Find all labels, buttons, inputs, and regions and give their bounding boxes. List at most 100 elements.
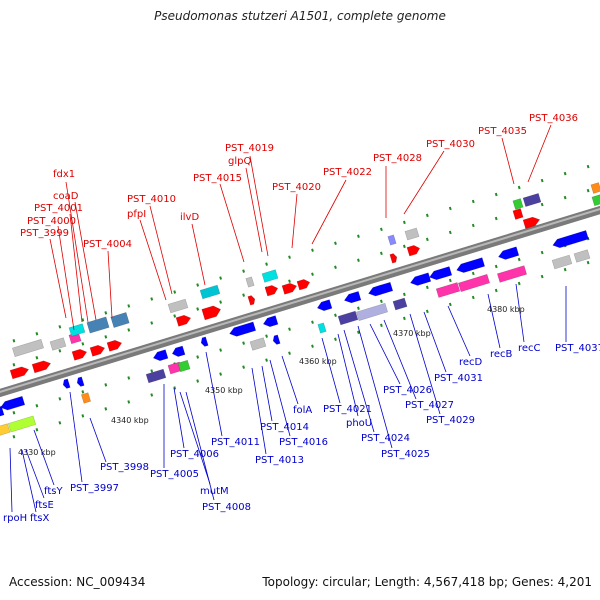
gene-box (81, 392, 91, 404)
gene-arrow (262, 315, 279, 327)
label-PST-4004: PST_4004 (83, 239, 132, 250)
gene-arrow (522, 216, 541, 229)
gene-box (177, 359, 191, 373)
reverse-leader-line (343, 329, 375, 433)
label-PST-4013: PST_4013 (255, 455, 304, 466)
label-rpoH: rpoH (3, 513, 27, 524)
gene-arrow (89, 345, 106, 357)
reverse-leader-line (447, 305, 471, 357)
gene-arrow (456, 257, 486, 273)
gene-arrow (62, 378, 71, 389)
label-recC: recC (518, 343, 541, 354)
gene-arrow (175, 315, 192, 327)
tick-4360: 4360 kbp (299, 357, 337, 366)
reverse-leader-line (173, 387, 185, 449)
gene-box (249, 337, 267, 351)
label-recB: recB (490, 349, 513, 360)
gene-arrow (200, 336, 209, 347)
gene-box (435, 282, 461, 298)
label-ftsY: ftsY (44, 486, 63, 497)
gene-box (0, 423, 11, 437)
reverse-leader-line (251, 367, 267, 455)
label-recD: recD (459, 357, 483, 368)
forward-leader-line (245, 167, 263, 253)
label-PST-4001: PST_4001 (34, 203, 83, 214)
forward-leader-line (191, 223, 206, 286)
label-PST-3998: PST_3998 (100, 462, 149, 473)
forward-leader-line (219, 183, 245, 263)
reverse-leader-line (321, 337, 341, 404)
gene-box (590, 182, 600, 194)
gene-box (7, 415, 37, 433)
reverse-leader-line (281, 355, 299, 405)
tick-4330: 4330 kbp (18, 448, 56, 457)
tick-4350: 4350 kbp (205, 386, 243, 395)
gene-box (392, 297, 408, 311)
tick-4340: 4340 kbp (111, 416, 149, 425)
genome-backbone-highlight (0, 208, 600, 393)
gene-box (337, 310, 359, 326)
label-PST-4037: PST_4037 (555, 343, 600, 354)
forward-leader-line (69, 213, 83, 323)
gene-arrow (389, 253, 398, 264)
label-glpQ: glpQ (228, 156, 251, 167)
forward-leader-line (139, 219, 167, 301)
reverse-leader-line (261, 365, 273, 422)
gene-arrow (281, 283, 298, 295)
label-PST-4021: PST_4021 (323, 404, 372, 415)
reverse-leader-line (383, 319, 417, 400)
reverse-leader-line (89, 417, 107, 463)
gene-box (551, 254, 573, 270)
reverse-leader-line (423, 311, 447, 373)
label-PST-4020: PST_4020 (272, 182, 321, 193)
reverse-leader-line (9, 447, 13, 513)
reverse-leader-line (337, 333, 359, 417)
reverse-leader-line (25, 449, 45, 499)
gene-box (522, 193, 542, 207)
reverse-leader-line (515, 283, 525, 343)
label-PST-4010: PST_4010 (127, 194, 176, 205)
label-PST-4005: PST_4005 (150, 469, 199, 480)
reverse-leader-line (357, 325, 393, 449)
gene-box (167, 298, 189, 314)
tick-4380: 4380 kbp (487, 305, 525, 314)
gene-box (86, 316, 110, 334)
forward-leader-line (74, 201, 97, 321)
topology-text: Topology: circular; Length: 4,567,418 bp… (262, 575, 592, 589)
gene-arrow (343, 291, 362, 304)
gene-arrow (76, 376, 85, 387)
reverse-leader-line (69, 391, 83, 483)
gene-box (49, 337, 67, 351)
label-PST-4025: PST_4025 (381, 449, 430, 460)
gene-features (0, 182, 600, 437)
gene-arrow (106, 340, 123, 352)
reverse-leader-line (33, 429, 55, 486)
gene-box (387, 234, 397, 246)
label-PST-4015: PST_4015 (193, 173, 242, 184)
label-PST-4008: PST_4008 (202, 502, 251, 513)
label-PST-4016: PST_4016 (279, 437, 328, 448)
label-PST-4000: PST_4000 (27, 216, 76, 227)
label-PST-4035: PST_4035 (478, 126, 527, 137)
label-PST-4011: PST_4011 (211, 437, 260, 448)
forward-leader-line (49, 238, 67, 319)
forward-leader-line (403, 150, 445, 215)
gene-arrow (552, 230, 589, 249)
forward-leader-line (311, 179, 347, 245)
gene-box (496, 265, 528, 283)
label-PST-4028: PST_4028 (373, 153, 422, 164)
reverse-leader-line (369, 323, 401, 385)
label-PST-3997: PST_3997 (70, 483, 119, 494)
gene-box (317, 322, 327, 334)
gene-box (199, 284, 221, 300)
gene-arrow (429, 266, 453, 281)
forward-leader-line (107, 250, 113, 319)
gene-arrow (152, 349, 169, 361)
gene-arrow (296, 279, 311, 291)
forward-leader-line (57, 225, 75, 331)
reverse-leader-line (409, 313, 441, 415)
tick-4370: 4370 kbp (393, 329, 431, 338)
label-pfpI: pfpI (127, 209, 146, 220)
